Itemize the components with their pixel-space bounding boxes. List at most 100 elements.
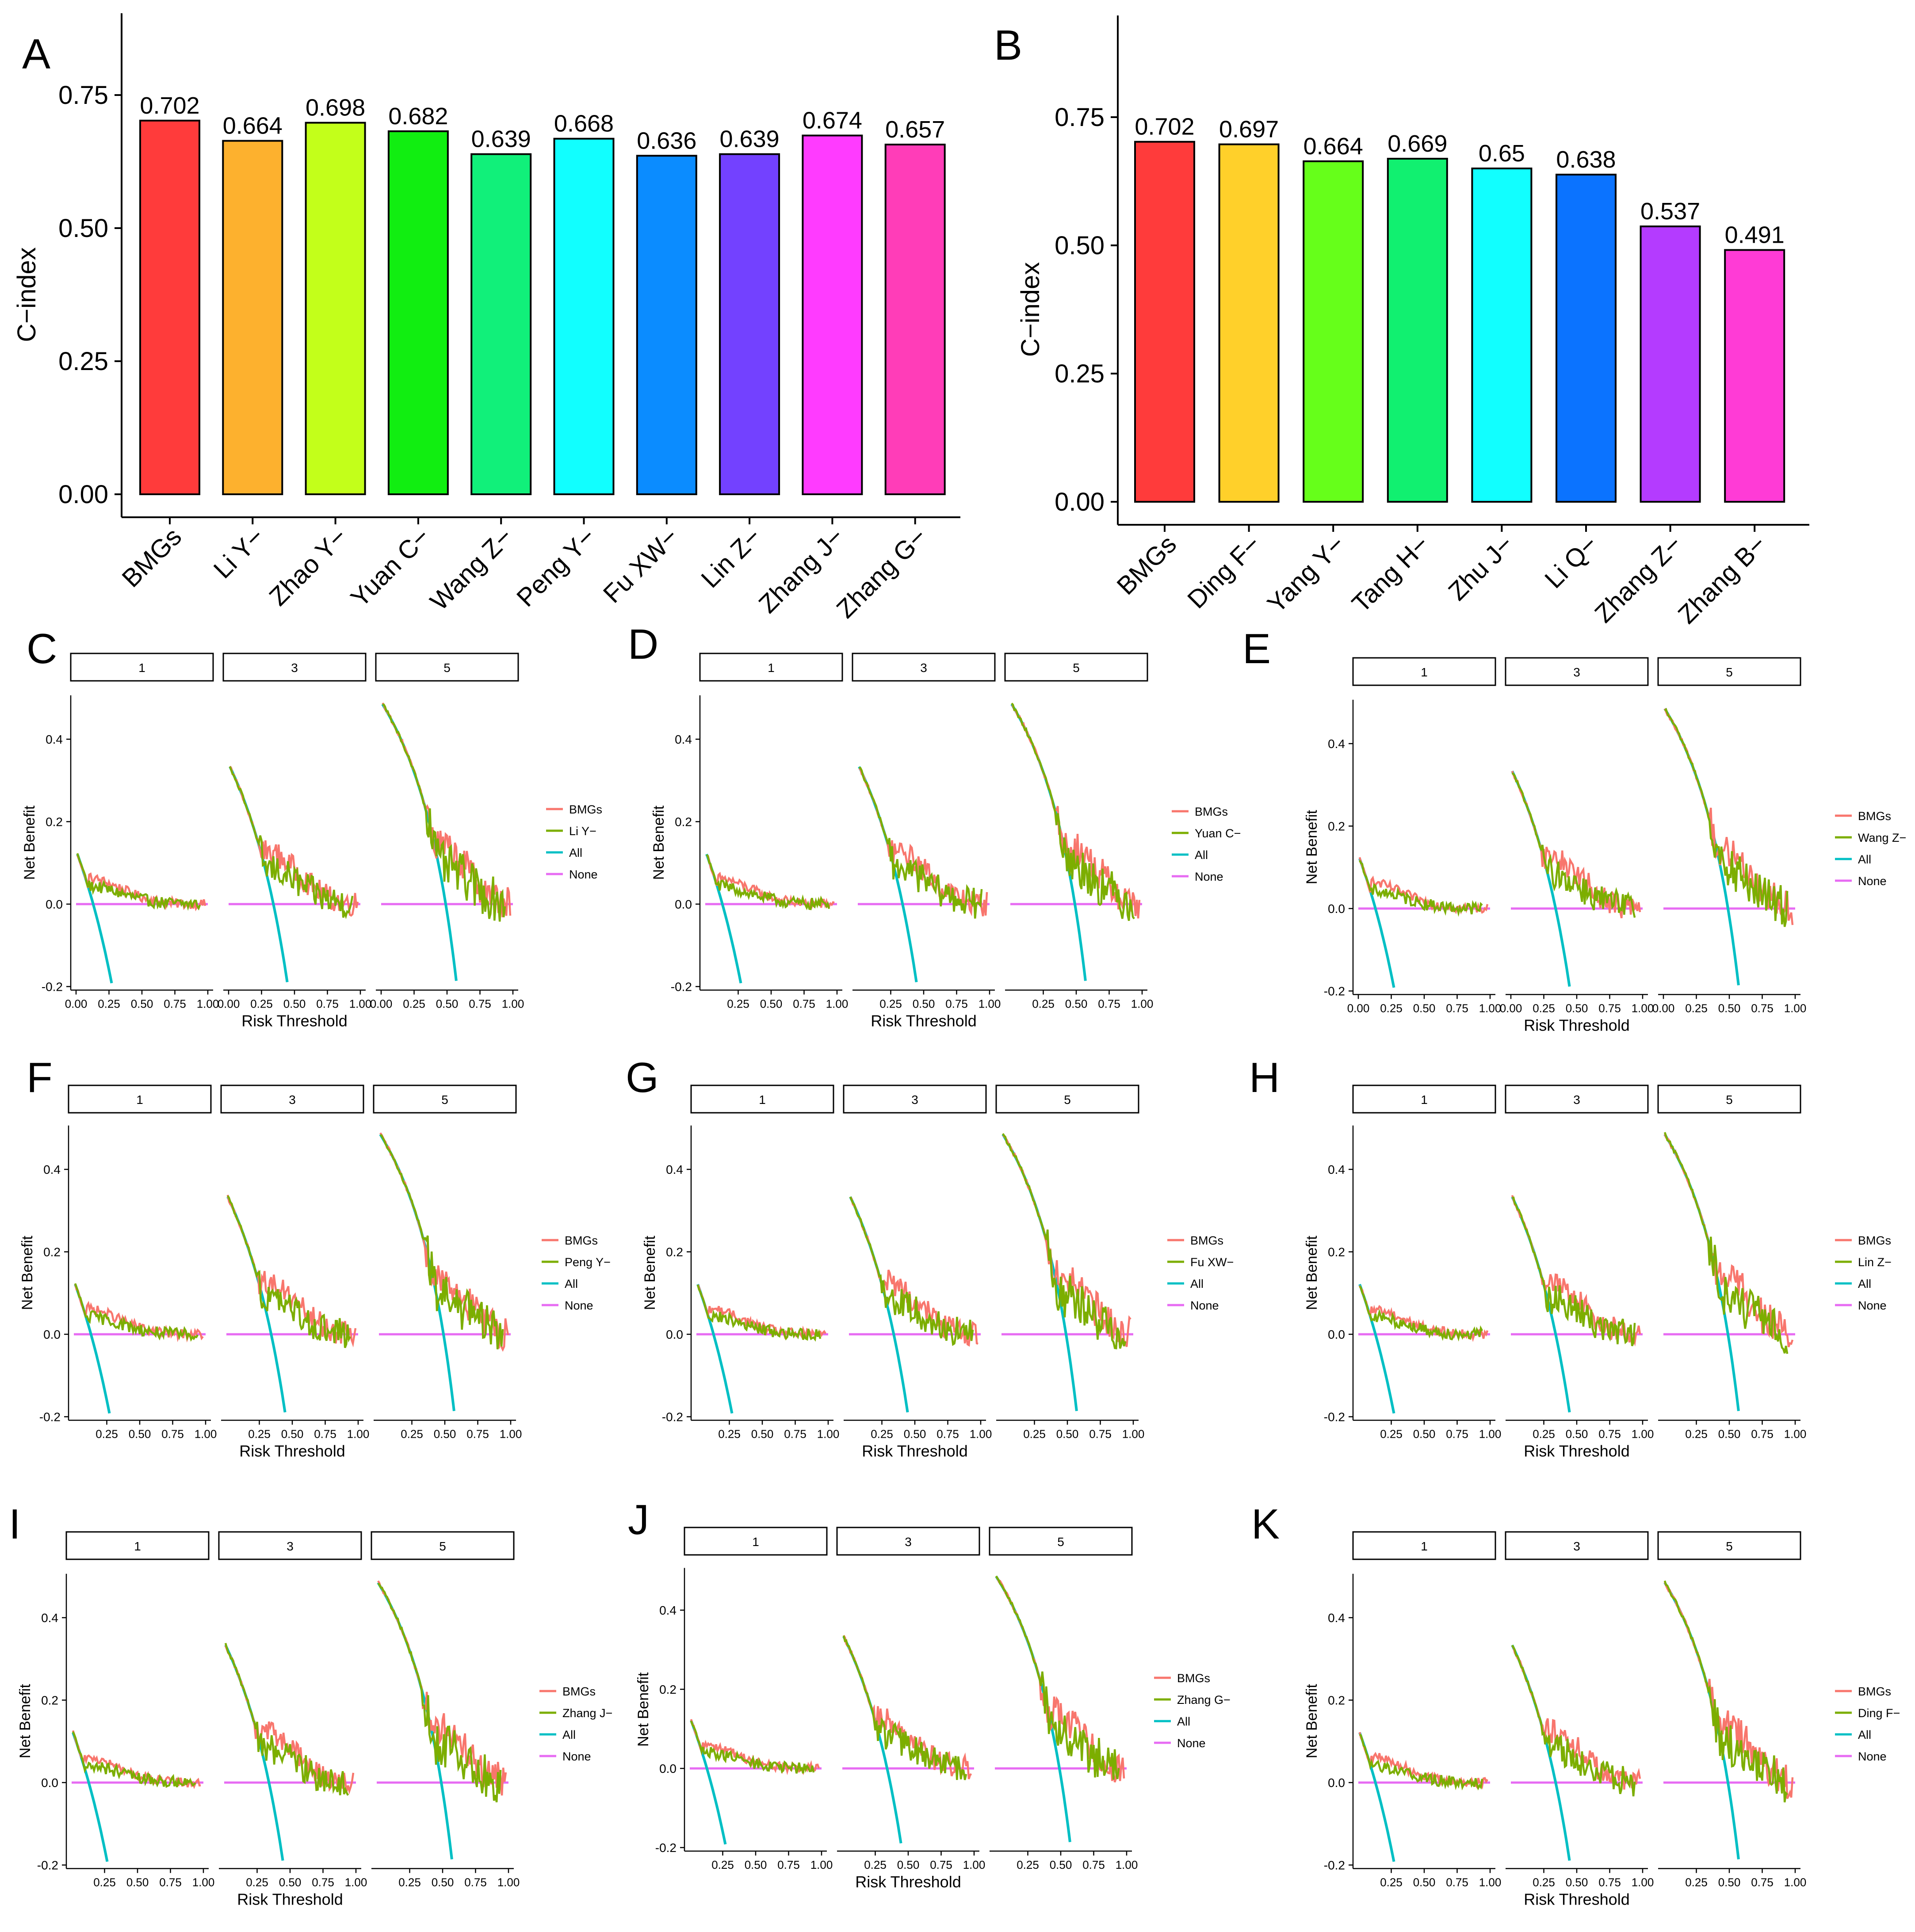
facet-strip bbox=[218, 1531, 362, 1560]
line-comparator bbox=[690, 1720, 815, 1774]
y-tick-label: -0.2 bbox=[37, 1859, 58, 1872]
facet-label: 1 bbox=[138, 661, 145, 675]
line-all bbox=[377, 1582, 453, 1859]
facet-3: 3 0.00 0.25 0.50 0.75 1.00 bbox=[218, 653, 371, 1011]
y-axis-label: Net Benefit bbox=[1303, 1235, 1320, 1310]
x-tick-label: Li Q− bbox=[1539, 530, 1603, 594]
x-axis-label: Risk Threshold bbox=[871, 1012, 976, 1030]
x-tick-label: 0.50 bbox=[281, 1428, 304, 1441]
line-bmgs bbox=[74, 1283, 204, 1343]
facet-strip bbox=[1352, 1084, 1496, 1114]
facet-label: 3 bbox=[289, 1093, 296, 1107]
x-tick-label: 1.00 bbox=[197, 997, 219, 1011]
y-tick-label: 0.0 bbox=[659, 1762, 677, 1775]
x-axis-label: Risk Threshold bbox=[1524, 1890, 1629, 1909]
x-tick-label: 0.50 bbox=[131, 997, 153, 1011]
x-tick-label: 0.50 bbox=[1413, 1428, 1436, 1441]
x-tick-label: 0.50 bbox=[760, 997, 783, 1011]
legend-label: All bbox=[562, 1728, 576, 1741]
line-all bbox=[1663, 1134, 1740, 1411]
legend-label: All bbox=[1858, 1277, 1871, 1291]
panel-letter: I bbox=[9, 1501, 21, 1548]
facet-label: 3 bbox=[911, 1093, 918, 1107]
line-comparator bbox=[1511, 772, 1636, 918]
facet-label: 1 bbox=[134, 1539, 141, 1553]
legend: BMGs Lin Z− All None bbox=[1835, 1234, 1892, 1312]
x-tick-label: 1.00 bbox=[347, 1428, 370, 1441]
legend-label: Li Y− bbox=[569, 825, 596, 838]
y-tick-label: 0.75 bbox=[1055, 103, 1105, 132]
facet-3: 3 0.25 0.50 0.75 1.00 bbox=[836, 1527, 985, 1871]
x-tick-label: 0.25 bbox=[718, 1428, 741, 1441]
legend-label: None bbox=[1190, 1299, 1219, 1312]
facet-1: 1 0.25 0.50 0.75 1.00 bbox=[684, 1527, 833, 1871]
y-tick-label: 0.2 bbox=[43, 1245, 61, 1259]
x-tick-label: 0.50 bbox=[913, 997, 935, 1011]
facet-strip bbox=[690, 1084, 834, 1114]
x-tick-label: 0.75 bbox=[930, 1858, 952, 1871]
panel-a: A 0.00 0.25 0.50 0.75 C−index 0.702 BMGs 0.664 Li… bbox=[12, 13, 960, 624]
legend-label: All bbox=[569, 846, 582, 859]
line-comparator bbox=[227, 1195, 352, 1348]
x-tick-label: 0.25 bbox=[403, 997, 425, 1011]
bar bbox=[1471, 168, 1533, 503]
x-tick-label: 0.75 bbox=[1598, 1876, 1621, 1889]
x-tick-label: 0.25 bbox=[871, 1428, 893, 1441]
legend-label: BMGs bbox=[1195, 805, 1228, 818]
legend-label: All bbox=[1858, 853, 1871, 866]
facet-label: 1 bbox=[1421, 665, 1428, 679]
facet-label: 3 bbox=[920, 661, 927, 675]
line-comparator bbox=[1512, 1196, 1636, 1347]
legend-label: BMGs bbox=[1177, 1672, 1210, 1685]
y-tick-label: -0.2 bbox=[671, 980, 692, 994]
x-tick-label: 0.50 bbox=[1566, 1428, 1588, 1441]
facet-strip bbox=[852, 653, 996, 682]
legend-label: None bbox=[1195, 870, 1223, 883]
x-tick-label: 0.50 bbox=[1566, 1002, 1588, 1015]
legend-label: None bbox=[569, 868, 598, 881]
facet-5: 5 0.25 0.50 0.75 1.00 bbox=[373, 1084, 522, 1441]
line-bmgs bbox=[224, 1645, 355, 1795]
facet-5: 5 0.25 0.50 0.75 1.00 bbox=[995, 1084, 1144, 1441]
y-tick-label: 0.00 bbox=[1055, 488, 1105, 516]
legend-label: Yuan C− bbox=[1195, 827, 1241, 840]
legend-label: None bbox=[1858, 874, 1887, 888]
line-all bbox=[690, 1720, 727, 1845]
facet-1: 1 0.25 0.50 0.75 1.00 bbox=[68, 1084, 217, 1441]
x-tick-label: 0.50 bbox=[1413, 1002, 1436, 1015]
x-tick-label: 0.50 bbox=[1718, 1002, 1741, 1015]
panel-letter: G bbox=[626, 1054, 659, 1101]
legend-label: All bbox=[1858, 1728, 1871, 1741]
bar bbox=[470, 153, 532, 496]
panel-j: J -0.2 0.0 0.2 0.4 Net Benefit 1 0.25 0.50 0.75 1.… bbox=[628, 1496, 1231, 1891]
x-axis-label: Risk Threshold bbox=[237, 1890, 343, 1909]
x-tick-label: 0.25 bbox=[248, 1428, 271, 1441]
facet-1: 1 0.25 0.50 0.75 1.00 bbox=[65, 1531, 214, 1889]
x-tick-label: 0.75 bbox=[1446, 1876, 1468, 1889]
line-all bbox=[72, 1732, 109, 1862]
facet-5: 5 0.00 0.25 0.50 0.75 1.00 bbox=[370, 653, 524, 1011]
facet-strip bbox=[699, 653, 843, 682]
x-tick-label: 0.50 bbox=[1413, 1876, 1436, 1889]
x-tick-label: 0.75 bbox=[164, 997, 186, 1011]
legend-label: None bbox=[565, 1299, 593, 1312]
bar bbox=[884, 143, 946, 495]
line-bmgs bbox=[76, 855, 206, 912]
line-bmgs bbox=[995, 1577, 1125, 1783]
legend: BMGs Peng Y− All None bbox=[542, 1234, 611, 1312]
x-tick-label: 1.00 bbox=[979, 997, 1001, 1011]
y-tick-label: 0.4 bbox=[43, 1163, 61, 1176]
panel-letter: K bbox=[1251, 1501, 1280, 1548]
data-label: 0.669 bbox=[1388, 130, 1447, 157]
legend-label: BMGs bbox=[569, 803, 602, 816]
y-tick-label: 0.00 bbox=[58, 480, 108, 509]
panel-b: B 0.00 0.25 0.50 0.75 C−index 0.702 BMGs 0.697 Di… bbox=[994, 15, 1809, 629]
facet-5: 5 0.25 0.50 0.75 1.00 bbox=[1657, 1531, 1806, 1889]
facet-1: 1 0.00 0.25 0.50 0.75 1.00 bbox=[65, 653, 219, 1011]
facet-label: 3 bbox=[1573, 1539, 1580, 1553]
bar bbox=[387, 130, 449, 495]
x-tick-label: Wang Z− bbox=[424, 522, 518, 616]
y-tick-label: 0.0 bbox=[46, 897, 63, 911]
line-all bbox=[1358, 1283, 1395, 1414]
x-tick-label: 1.00 bbox=[1116, 1858, 1138, 1871]
